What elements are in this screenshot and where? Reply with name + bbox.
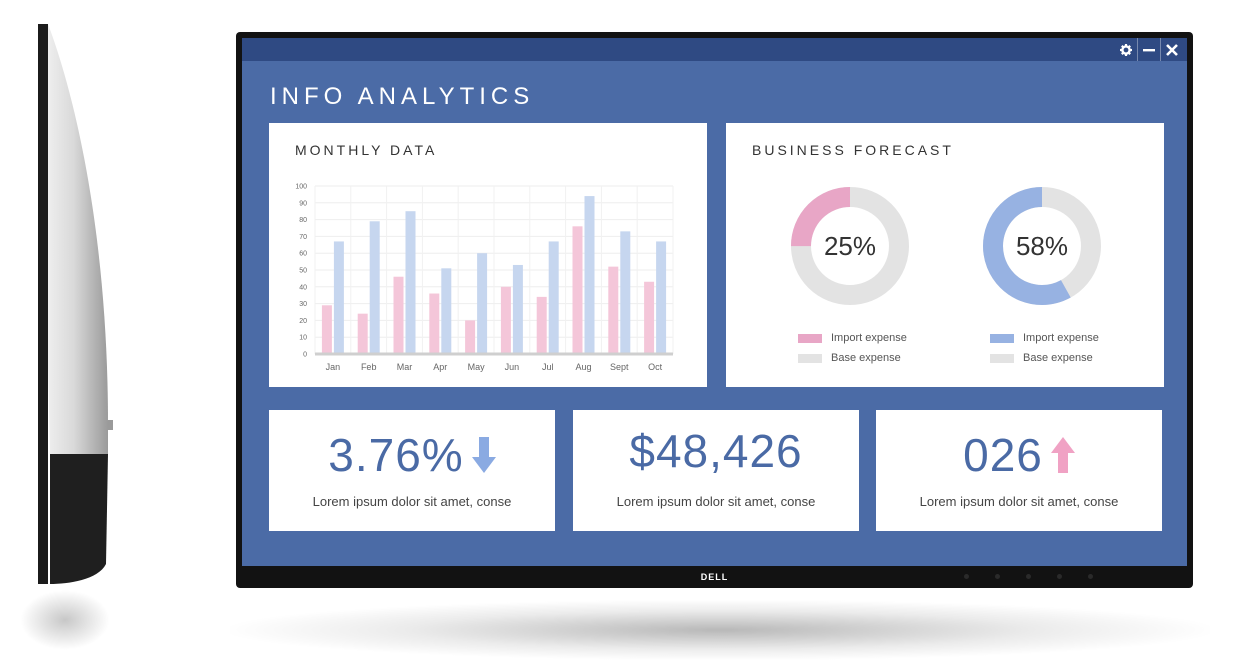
legend-label: Import expense: [1023, 332, 1099, 344]
bar-series-pink: [644, 281, 655, 354]
legend-label: Base expense: [831, 352, 901, 364]
legend-item: Import expense: [798, 328, 907, 348]
x-tick-label: Mar: [397, 362, 413, 372]
y-tick-label: 80: [299, 217, 307, 224]
legend-swatch-import: [798, 333, 822, 343]
stat-description: Lorem ipsum dolor sit amet, conse: [616, 494, 816, 509]
monitor: INFO ANALYTICS MONTHLY DATA 0 10 20 30 40 50 6…: [236, 32, 1193, 588]
legend-item: Base expense: [798, 348, 907, 368]
donut-value-arc: [983, 187, 1101, 305]
bar-series-pink: [572, 226, 583, 354]
bar-series-pink: [465, 320, 476, 354]
close-icon[interactable]: [1160, 38, 1183, 61]
legend-swatch-import: [990, 333, 1014, 343]
business-forecast-title: BUSINESS FORECAST: [752, 142, 954, 158]
stat-value-row: $48,426: [573, 424, 859, 478]
legend-label: Import expense: [831, 332, 907, 344]
y-tick-label: 40: [299, 284, 307, 291]
bar-series-blue: [656, 241, 667, 354]
side-monitor-shadow: [20, 590, 110, 650]
y-tick-label: 70: [299, 234, 307, 241]
monitor-shadow: [230, 600, 1210, 660]
stat-card-amount: $48,426 Lorem ipsum dolor sit amet, cons…: [573, 410, 859, 531]
bezel-button[interactable]: [964, 574, 969, 579]
stat-value: 026: [963, 429, 1043, 481]
stat-value: $48,426: [629, 425, 803, 477]
donut-legend-1: Import expense Base expense: [798, 328, 907, 368]
dashboard-screen: INFO ANALYTICS MONTHLY DATA 0 10 20 30 40 50 6…: [242, 38, 1187, 566]
gear-icon[interactable]: [1115, 38, 1137, 61]
y-tick-label: 10: [299, 335, 307, 342]
monthly-data-card: MONTHLY DATA 0 10 20 30 40 50 60 70 80 90 100 Jan Fe…: [269, 123, 707, 387]
stat-value-row: 3.76%: [269, 428, 555, 482]
legend-item: Base expense: [990, 348, 1099, 368]
x-tick-label: Apr: [433, 362, 447, 372]
bar-series-pink: [357, 313, 368, 354]
donut-percent-label: 58%: [1016, 231, 1068, 261]
y-tick-label: 90: [299, 200, 307, 207]
bar-series-pink: [500, 286, 511, 354]
bar-series-pink: [536, 296, 547, 354]
dashboard-title: INFO ANALYTICS: [270, 83, 535, 110]
donut-value-arc: [791, 187, 909, 305]
x-tick-label: May: [468, 362, 486, 372]
bar-series-blue: [584, 196, 595, 354]
window-controls: [1115, 38, 1183, 61]
y-tick-label: 30: [299, 301, 307, 308]
x-tick-label: Jun: [505, 362, 520, 372]
side-monitor-profile: [38, 24, 113, 584]
bar-series-blue: [548, 241, 559, 354]
stat-value: 3.76%: [328, 429, 464, 481]
forecast-donut-charts: 25% 58%: [791, 187, 1101, 305]
legend-swatch-base: [798, 353, 822, 363]
monthly-data-title: MONTHLY DATA: [295, 142, 438, 158]
x-tick-label: Feb: [361, 362, 377, 372]
stat-description: Lorem ipsum dolor sit amet, conse: [919, 494, 1119, 509]
bezel-button[interactable]: [1057, 574, 1062, 579]
bezel-button[interactable]: [995, 574, 1000, 579]
x-tick-label: Jan: [326, 362, 341, 372]
x-tick-label: Sept: [610, 362, 629, 372]
monthly-bar-chart: 0 10 20 30 40 50 60 70 80 90 100 Jan Feb Mar Apr May Jun…: [295, 184, 674, 372]
y-tick-label: 100: [295, 184, 307, 191]
arrow-up-icon: [1050, 437, 1075, 473]
power-button[interactable]: [1088, 574, 1093, 579]
bar-series-blue: [620, 231, 631, 354]
bar-series-blue: [405, 211, 416, 354]
bar-series-pink: [393, 276, 404, 354]
bar-series-blue: [333, 241, 344, 354]
bar-series-pink: [321, 305, 332, 354]
bezel-button[interactable]: [1026, 574, 1031, 579]
monitor-chin: DELL: [236, 566, 1193, 588]
stat-card-percent: 3.76% Lorem ipsum dolor sit amet, conse: [269, 410, 555, 531]
y-tick-label: 0: [303, 352, 307, 359]
donut-legend-2: Import expense Base expense: [990, 328, 1099, 368]
donut-percent-label: 25%: [824, 231, 876, 261]
legend-item: Import expense: [990, 328, 1099, 348]
stat-description: Lorem ipsum dolor sit amet, conse: [312, 494, 512, 509]
bar-series-pink: [608, 266, 619, 354]
legend-label: Base expense: [1023, 352, 1093, 364]
bar-series-blue: [369, 221, 380, 354]
bar-series-blue: [477, 253, 488, 354]
stat-card-count: 026 Lorem ipsum dolor sit amet, conse: [876, 410, 1162, 531]
dell-logo: DELL: [700, 572, 729, 582]
window-titlebar: [242, 38, 1187, 61]
arrow-down-icon: [471, 437, 496, 473]
x-tick-label: Aug: [575, 362, 591, 372]
y-tick-label: 20: [299, 318, 307, 325]
x-tick-label: Oct: [648, 362, 663, 372]
y-tick-label: 50: [299, 268, 307, 275]
y-tick-label: 60: [299, 251, 307, 258]
x-tick-label: Jul: [542, 362, 554, 372]
legend-swatch-base: [990, 353, 1014, 363]
bar-series-blue: [441, 268, 452, 354]
bar-series-blue: [512, 264, 523, 354]
bezel-buttons: [964, 574, 1093, 579]
bar-series-pink: [429, 293, 440, 354]
minimize-icon[interactable]: [1137, 38, 1160, 61]
stat-value-row: 026: [876, 428, 1162, 482]
business-forecast-card: BUSINESS FORECAST 25% 58% Import expense …: [726, 123, 1164, 387]
